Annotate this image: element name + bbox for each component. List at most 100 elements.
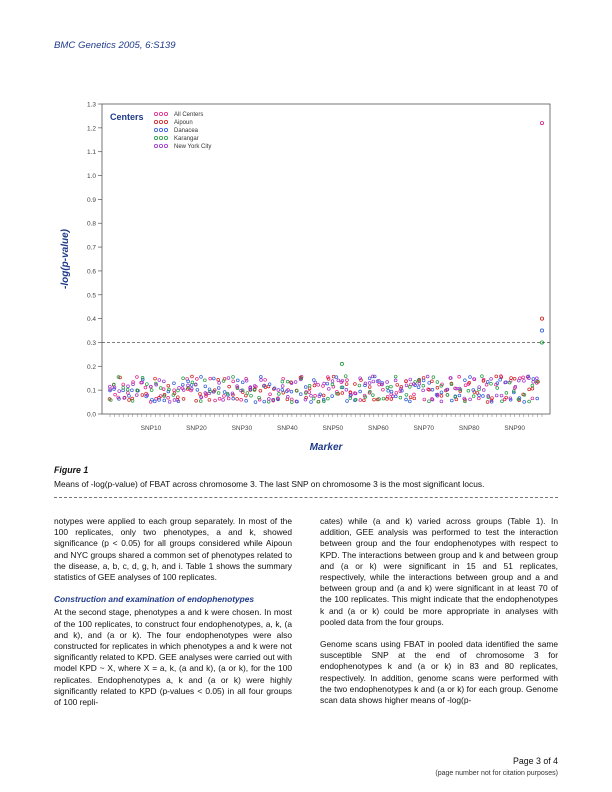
data-point xyxy=(340,379,345,383)
page-note: (page number not for citation purposes) xyxy=(435,770,558,777)
data-point xyxy=(312,378,316,382)
data-point xyxy=(154,383,158,387)
x-tick-label: SNP40 xyxy=(277,425,298,432)
text-column-right: cates) while (a and k) varied across gro… xyxy=(320,516,558,717)
data-point xyxy=(190,374,194,379)
data-point xyxy=(140,376,145,380)
data-point xyxy=(190,380,195,385)
data-point xyxy=(368,389,372,394)
data-point xyxy=(457,374,461,379)
data-point xyxy=(140,393,145,397)
data-point xyxy=(527,376,531,380)
data-point xyxy=(416,385,421,389)
data-point xyxy=(494,393,499,398)
data-point xyxy=(417,381,422,386)
data-point xyxy=(276,397,280,402)
data-point xyxy=(527,387,531,392)
data-point xyxy=(408,399,412,404)
data-point xyxy=(271,398,275,402)
paragraph: At the second stage, phenotypes a and k … xyxy=(54,607,292,708)
data-point xyxy=(117,397,121,401)
data-point xyxy=(189,388,193,393)
data-point xyxy=(281,390,286,395)
legend-entry: Aipoun xyxy=(174,120,193,126)
y-tick-label: 0.5 xyxy=(87,292,96,299)
data-point xyxy=(235,397,239,401)
data-point xyxy=(309,394,313,398)
data-point xyxy=(127,394,131,398)
data-point xyxy=(477,396,481,401)
data-point xyxy=(339,385,344,390)
data-point xyxy=(121,382,125,387)
data-point xyxy=(207,387,212,392)
data-point xyxy=(381,387,385,392)
data-point xyxy=(359,378,363,382)
legend-marker xyxy=(164,119,169,124)
data-point xyxy=(240,380,245,385)
y-tick-label: 1.0 xyxy=(87,173,96,180)
data-point xyxy=(404,383,409,388)
data-point xyxy=(126,384,130,389)
data-point xyxy=(427,388,431,392)
data-point xyxy=(353,382,357,386)
data-point xyxy=(108,384,112,389)
data-point xyxy=(231,393,235,397)
data-point-highlight xyxy=(539,328,544,333)
legend-marker xyxy=(159,128,164,133)
y-tick-label: 0.4 xyxy=(87,316,96,323)
data-point xyxy=(149,388,154,392)
data-point xyxy=(522,379,526,383)
data-point xyxy=(245,391,250,395)
data-point xyxy=(485,400,490,404)
data-point xyxy=(477,393,481,398)
data-point xyxy=(430,387,435,392)
data-point-highlight xyxy=(539,121,544,126)
data-point xyxy=(372,374,377,379)
data-point xyxy=(412,382,416,386)
data-point xyxy=(199,375,203,379)
data-point xyxy=(304,395,308,400)
data-point xyxy=(495,381,500,385)
data-point xyxy=(307,383,312,388)
data-point xyxy=(362,398,366,403)
data-point xyxy=(408,377,413,382)
data-point xyxy=(340,391,345,395)
data-point xyxy=(131,380,135,384)
data-point xyxy=(268,392,272,396)
data-point xyxy=(457,386,462,391)
data-point xyxy=(249,393,253,398)
paragraph: cates) while (a and k) varied across gro… xyxy=(320,516,558,627)
data-point xyxy=(412,392,416,397)
data-point xyxy=(280,379,285,384)
data-point xyxy=(357,383,362,388)
data-point xyxy=(166,383,171,388)
data-point xyxy=(307,390,312,394)
data-point xyxy=(286,395,290,399)
data-point xyxy=(216,391,221,395)
y-tick-label: 0.6 xyxy=(87,268,96,275)
data-point xyxy=(484,383,489,387)
data-point xyxy=(189,387,194,391)
data-point xyxy=(131,382,135,386)
data-point xyxy=(371,379,376,384)
data-point xyxy=(143,385,148,390)
data-point xyxy=(485,380,490,384)
data-point xyxy=(158,386,163,390)
data-point xyxy=(198,399,203,403)
data-point xyxy=(385,397,389,401)
data-point xyxy=(503,380,507,385)
x-tick-label: SNP60 xyxy=(368,425,389,432)
data-point xyxy=(495,386,499,390)
legend-marker xyxy=(154,119,159,124)
data-point xyxy=(127,398,131,402)
data-point xyxy=(130,396,134,401)
data-point xyxy=(385,394,390,399)
data-point xyxy=(309,400,313,404)
y-tick-label: 1.3 xyxy=(87,102,96,109)
data-point xyxy=(489,400,494,404)
data-point xyxy=(322,381,326,386)
legend-marker xyxy=(164,136,169,141)
data-point xyxy=(167,400,172,404)
data-point xyxy=(199,395,204,400)
data-point xyxy=(393,378,398,383)
